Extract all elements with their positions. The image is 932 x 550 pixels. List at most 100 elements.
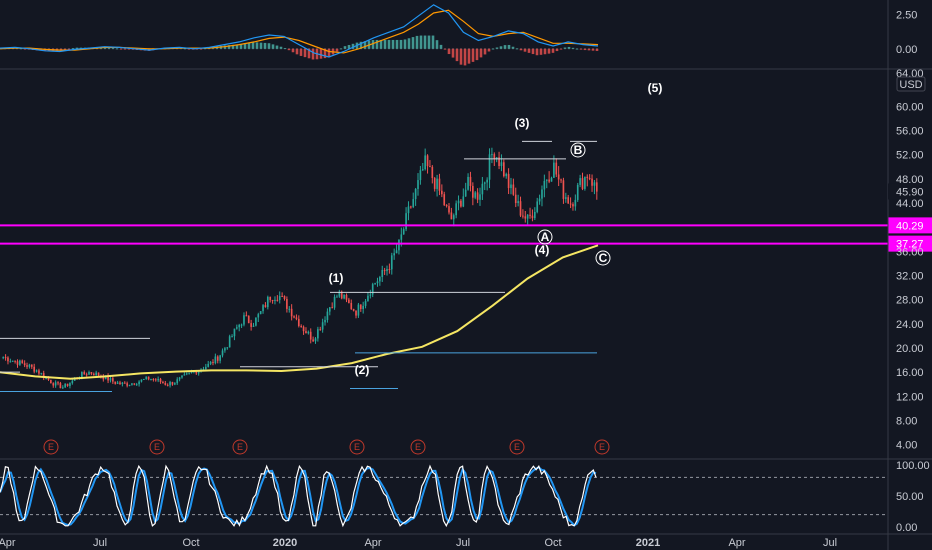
earnings-marker-icon: [232, 439, 248, 455]
time-axis-label: Apr: [364, 537, 381, 549]
macd-histogram-bar: [19, 48, 23, 50]
candle-body: [207, 363, 210, 367]
macd-histogram-bar: [539, 48, 543, 55]
macd-histogram-bar: [339, 48, 343, 50]
macd-histogram-bar: [587, 48, 591, 51]
macd-histogram-bar: [79, 47, 83, 49]
macd-histogram-bar: [199, 48, 203, 50]
candle-body: [143, 379, 145, 381]
macd-histogram-bar: [575, 48, 579, 50]
macd-histogram-bar: [559, 48, 563, 50]
price-axis-tick: 48.00: [896, 174, 924, 186]
macd-histogram-bar: [327, 48, 331, 58]
candle-body: [343, 294, 345, 299]
macd-histogram-bar: [107, 47, 111, 49]
macd-histogram-bar: [263, 42, 267, 49]
candle-body: [531, 215, 534, 219]
candle-body: [2, 357, 5, 359]
wave-label: (2): [355, 363, 370, 377]
candle-body: [331, 307, 334, 309]
candle-body: [352, 309, 355, 311]
price-axis-tick: 44.00: [896, 198, 924, 210]
macd-histogram-bar: [479, 48, 483, 58]
macd-histogram-bar: [271, 44, 275, 49]
macd-histogram-bar: [247, 42, 251, 49]
candle-body: [231, 336, 233, 338]
level-price-label: 37.27: [896, 239, 924, 251]
candle-body: [52, 383, 55, 386]
candle-body: [204, 366, 207, 370]
candle-body: [569, 203, 572, 205]
macd-histogram-bar: [395, 39, 399, 49]
macd-histogram-bar: [23, 48, 27, 50]
macd-histogram-bar: [579, 48, 583, 50]
candle-body: [338, 291, 341, 297]
wave-label: (3): [515, 116, 530, 130]
macd-histogram-bar: [459, 48, 463, 65]
macd-line: [0, 4, 599, 58]
macd-histogram-bar: [295, 48, 299, 55]
time-axis-label: Apr: [0, 537, 16, 549]
candle-body: [176, 379, 179, 384]
candle-body: [538, 198, 541, 202]
candle-body: [226, 347, 229, 349]
price-panel[interactable]: 40.29 37.27 (1) (2) (3) (4) (5) A B C E E E E E E E: [0, 81, 932, 455]
candle-body: [169, 382, 171, 386]
macd-histogram-bar: [75, 47, 79, 49]
candle-body: [250, 323, 252, 327]
candle-body: [286, 298, 288, 309]
candle-body: [500, 162, 503, 166]
candle-body: [233, 328, 236, 337]
candle-body: [536, 201, 539, 212]
time-axis-label: Apr: [728, 537, 745, 549]
earnings-marker-icon: [594, 439, 610, 455]
candle-body: [47, 377, 50, 380]
candle-body: [426, 155, 429, 167]
candle-body: [355, 310, 357, 316]
macd-histogram-bar: [227, 45, 231, 49]
candle-body: [262, 305, 264, 312]
macd-histogram-bar: [591, 48, 595, 51]
macd-histogram-bar: [431, 35, 435, 49]
candle-body: [576, 184, 579, 200]
macd-axis-tick: 0.00: [896, 44, 917, 56]
macd-histogram-bar: [351, 43, 355, 49]
macd-histogram-bar: [407, 38, 411, 49]
candle-body: [178, 377, 181, 380]
candle-body: [26, 365, 28, 367]
candle-body: [328, 307, 331, 312]
candle-body: [317, 329, 319, 339]
candle-body: [476, 192, 479, 200]
candle-body: [228, 336, 231, 348]
wave-label: (5): [648, 81, 663, 95]
macd-histogram-bar: [415, 35, 419, 49]
macd-histogram-bar: [259, 42, 263, 49]
macd-histogram-bar: [307, 48, 311, 59]
macd-histogram-bar: [371, 40, 375, 49]
candle-body: [88, 371, 90, 375]
candle-body: [202, 369, 205, 371]
macd-histogram-bar: [335, 48, 339, 52]
macd-histogram-bar: [595, 48, 599, 51]
candle-body: [424, 155, 426, 170]
stochastic-axis-tick: 50.00: [896, 491, 924, 503]
stochastic-k-line: [0, 464, 597, 528]
corrective-wave-label: C: [599, 251, 608, 265]
macd-histogram-bar: [347, 44, 351, 49]
currency-label: USD: [899, 79, 922, 91]
candle-body: [307, 331, 310, 334]
candle-body: [584, 176, 586, 189]
earnings-marker-label: E: [599, 442, 605, 452]
time-axis-label: 2021: [636, 537, 660, 549]
macd-histogram-bar: [527, 48, 531, 53]
candle-body: [288, 308, 291, 310]
candle-body: [128, 384, 131, 386]
candle-body: [259, 311, 262, 315]
macd-histogram-bar: [467, 48, 471, 64]
macd-histogram-bar: [471, 48, 475, 62]
candle-body: [455, 203, 457, 216]
candle-body: [71, 380, 74, 384]
candle-body: [357, 304, 360, 316]
currency-badge: [896, 76, 926, 92]
